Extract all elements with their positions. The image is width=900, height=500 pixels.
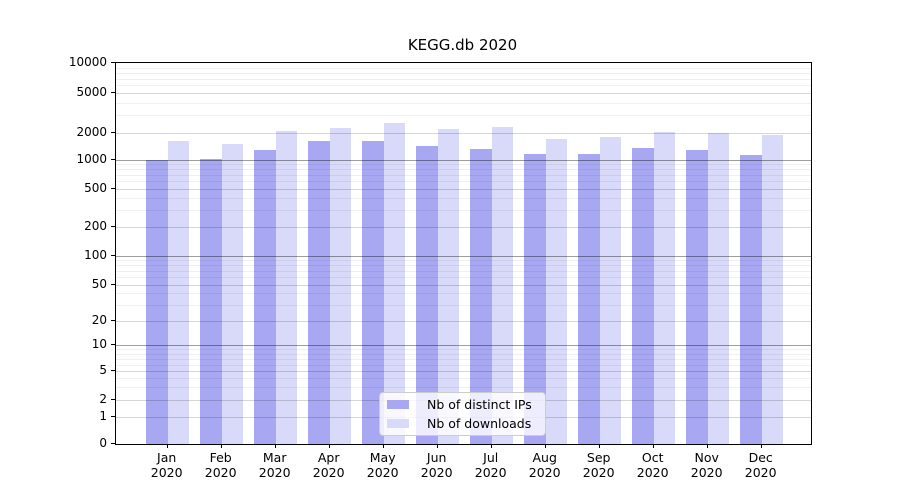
legend-swatch-downloads xyxy=(387,419,409,428)
y-tick-label: 5 xyxy=(99,363,107,378)
bar-distinct-ips xyxy=(740,154,762,444)
bar-downloads xyxy=(599,136,622,444)
bar-downloads xyxy=(707,133,730,444)
y-tick-label: 10000 xyxy=(68,55,107,69)
legend-item-distinct-ips: Nb of distinct IPs xyxy=(380,397,545,412)
y-tick xyxy=(111,443,115,444)
bar-distinct-ips xyxy=(200,158,222,444)
y-tick xyxy=(111,344,115,346)
y-tick xyxy=(111,159,115,160)
y-tick-label: 200 xyxy=(84,218,107,233)
y-tick xyxy=(111,187,115,189)
x-tick-label: Jul 2020 xyxy=(474,450,507,480)
bar-distinct-ips xyxy=(416,145,438,444)
y-tick-label: 100 xyxy=(84,247,107,262)
x-tick xyxy=(220,444,222,448)
y-tick-label: 0 xyxy=(99,436,107,450)
x-tick xyxy=(166,444,168,448)
y-tick xyxy=(111,62,115,63)
bar-distinct-ips xyxy=(632,148,654,444)
x-tick xyxy=(490,444,492,448)
x-tick xyxy=(598,444,600,448)
x-tick-label: May 2020 xyxy=(366,450,399,480)
legend-item-downloads: Nb of downloads xyxy=(380,416,545,431)
y-tick-label: 2000 xyxy=(76,124,107,139)
y-tick xyxy=(111,131,115,133)
y-tick xyxy=(111,319,115,321)
y-tick xyxy=(111,370,115,372)
bar-distinct-ips xyxy=(308,140,330,444)
bar-downloads xyxy=(275,131,298,444)
x-tick xyxy=(544,444,546,448)
bar-distinct-ips xyxy=(524,154,546,444)
bar-distinct-ips xyxy=(470,149,492,444)
y-tick xyxy=(111,398,115,400)
bar-downloads xyxy=(221,143,244,444)
x-tick xyxy=(706,444,708,448)
bar-distinct-ips xyxy=(254,149,276,444)
x-tick-label: Jun 2020 xyxy=(420,450,453,480)
bar-downloads xyxy=(491,126,514,444)
x-tick xyxy=(382,444,384,448)
y-tick xyxy=(111,415,115,417)
bar-downloads xyxy=(437,128,460,444)
x-tick-label: Feb 2020 xyxy=(204,450,237,480)
y-tick-label: 500 xyxy=(84,180,107,195)
y-tick-label: 50 xyxy=(91,276,107,291)
bar-distinct-ips xyxy=(578,153,600,444)
x-tick-label: Apr 2020 xyxy=(312,450,345,480)
legend-label-distinct-ips: Nb of distinct IPs xyxy=(427,397,532,412)
x-tick-label: Dec 2020 xyxy=(744,450,777,480)
bar-downloads xyxy=(167,140,190,444)
y-tick-label: 1000 xyxy=(76,152,107,166)
x-tick xyxy=(274,444,276,448)
y-tick xyxy=(111,254,115,256)
y-tick xyxy=(111,283,115,285)
legend: Nb of distinct IPs Nb of downloads xyxy=(379,392,546,436)
bar-downloads xyxy=(329,128,352,444)
x-tick-label: Sep 2020 xyxy=(582,450,615,480)
x-tick-label: Nov 2020 xyxy=(690,450,723,480)
bar-distinct-ips xyxy=(362,141,384,444)
legend-label-downloads: Nb of downloads xyxy=(427,416,532,431)
bar-downloads xyxy=(383,122,406,444)
y-tick-label: 5000 xyxy=(76,85,107,100)
y-tick-label: 10 xyxy=(91,337,107,352)
bars-layer xyxy=(116,63,811,444)
y-tick-label: 20 xyxy=(91,312,107,327)
bar-distinct-ips xyxy=(686,150,708,444)
bar-distinct-ips xyxy=(146,160,168,444)
x-tick xyxy=(760,444,762,448)
y-tick-label: 2 xyxy=(99,391,107,406)
x-tick-label: Oct 2020 xyxy=(636,450,669,480)
x-tick-label: Mar 2020 xyxy=(258,450,291,480)
y-tick-label: 1 xyxy=(99,408,107,423)
y-tick xyxy=(111,225,115,227)
bar-downloads xyxy=(761,135,784,444)
x-tick xyxy=(436,444,438,448)
chart-title: KEGG.db 2020 xyxy=(407,36,518,54)
bar-downloads xyxy=(545,139,568,444)
plot-area xyxy=(115,62,812,445)
x-tick xyxy=(328,444,330,448)
y-tick xyxy=(111,92,115,94)
legend-swatch-distinct-ips xyxy=(387,400,409,409)
x-tick-label: Aug 2020 xyxy=(528,450,561,480)
x-tick-label: Jan 2020 xyxy=(150,450,183,480)
bar-downloads xyxy=(653,131,676,444)
x-tick xyxy=(652,444,654,448)
